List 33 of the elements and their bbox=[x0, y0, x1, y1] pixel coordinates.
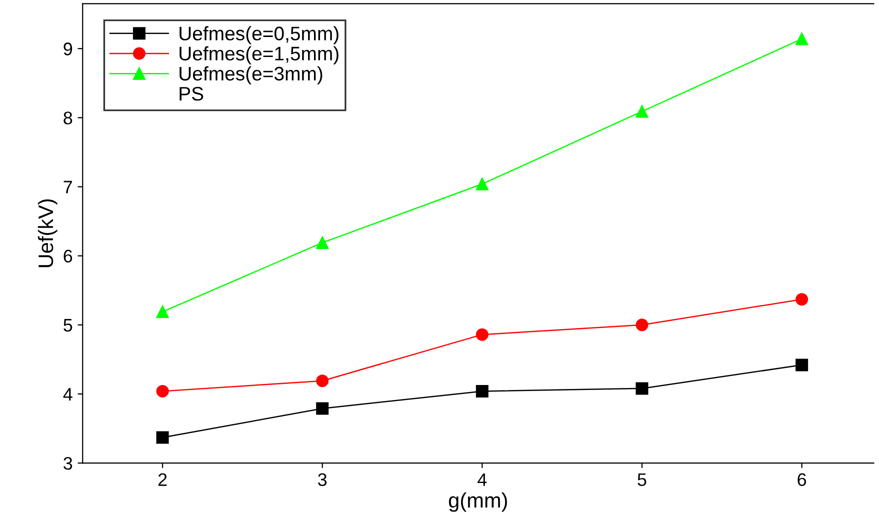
x-tick-label: 5 bbox=[638, 473, 646, 486]
legend-label: Uefmes(e=0,5mm) bbox=[180, 26, 338, 44]
point bbox=[636, 382, 648, 395]
y-axis-title: Uef(kV) bbox=[38, 199, 58, 268]
x-tick-label: 3 bbox=[318, 473, 327, 486]
y-tick-label: 4 bbox=[63, 388, 72, 401]
x-tick-label: 2 bbox=[158, 473, 167, 486]
annotation: PS bbox=[180, 86, 204, 101]
x-tick-label: 6 bbox=[798, 473, 806, 486]
y-tick-label: 9 bbox=[64, 42, 72, 56]
point bbox=[796, 293, 808, 306]
y-tick-label: 3 bbox=[64, 456, 72, 470]
point bbox=[796, 32, 808, 46]
point bbox=[316, 402, 329, 415]
point bbox=[316, 374, 329, 388]
point bbox=[156, 384, 169, 398]
point bbox=[636, 318, 648, 332]
point bbox=[636, 105, 648, 118]
legend-label: Uefmes(e=3mm) bbox=[180, 66, 322, 84]
y-tick-label: 7 bbox=[64, 180, 72, 194]
y-tick-label: 8 bbox=[64, 112, 72, 124]
x-tick-label: 4 bbox=[478, 473, 487, 486]
point bbox=[156, 306, 169, 318]
point bbox=[796, 358, 808, 372]
point bbox=[316, 236, 329, 249]
x-axis-title: g(mm) bbox=[448, 492, 507, 512]
point bbox=[156, 431, 169, 444]
point bbox=[476, 384, 488, 398]
point bbox=[476, 178, 488, 190]
legend-label: Uefmes(e=1,5mm) bbox=[180, 46, 338, 64]
y-tick-label: 6 bbox=[64, 250, 72, 263]
point bbox=[476, 328, 488, 341]
y-tick-label: 5 bbox=[64, 319, 72, 332]
